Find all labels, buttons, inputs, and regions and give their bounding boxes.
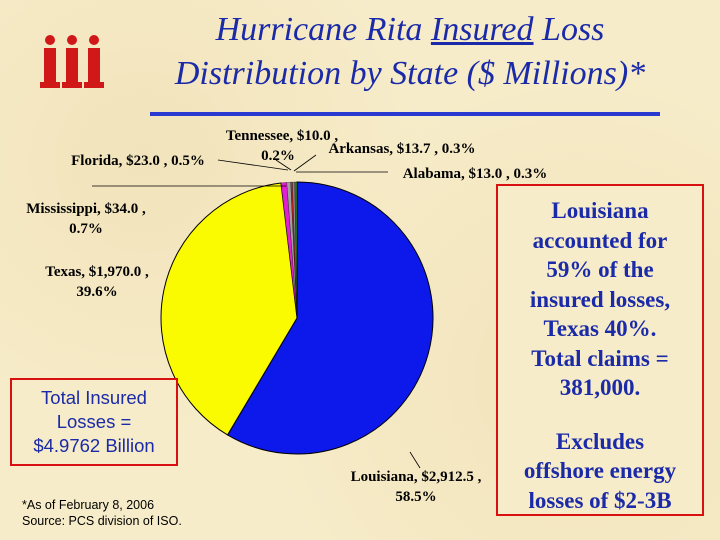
data-label-alabama: Alabama, $13.0 , 0.3% (403, 166, 548, 182)
data-label-mississippi: Mississippi, $34.0 , (26, 201, 146, 217)
pie-slice-louisiana (226, 181, 434, 455)
notes-line: Excludes (555, 428, 645, 454)
data-label-louisiana: Louisiana, $2,912.5 , (351, 469, 482, 485)
notes-line: losses of $2-3B (528, 487, 672, 513)
data-label-percent-mississippi: 0.7% (69, 221, 103, 237)
leader-line-louisiana (409, 451, 421, 469)
notes-line: Texas 40%. (543, 316, 657, 341)
total-line-2: Losses = (56, 411, 132, 432)
notes-line: insured losses, (529, 286, 671, 312)
notes-box: Louisiana accounted for 59% of the insur… (496, 184, 704, 516)
data-label-tennessee: Tennessee, $10.0 , (226, 128, 339, 144)
data-label-percent-louisiana: 58.5% (395, 489, 436, 505)
total-line-1: Total Insured (41, 387, 147, 408)
footnote-line-1: *As of February 8, 2006 (22, 498, 155, 512)
pie-slice-alabama (294, 181, 298, 319)
total-losses-box: Total Insured Losses = $4.9762 Billion (10, 378, 178, 466)
footnote: *As of February 8, 2006 Source: PCS divi… (22, 497, 182, 529)
total-line-3: $4.9762 Billion (33, 435, 155, 456)
leader-line-tennessee (275, 159, 292, 171)
pie-slice-texas (160, 182, 298, 436)
iii-logo-icon (40, 35, 104, 88)
data-label-percent-tennessee: 0.2% (261, 148, 295, 164)
data-label-percent-texas: 39.6% (76, 284, 117, 300)
data-label-arkansas: Arkansas, $13.7 , 0.3% (328, 141, 475, 157)
notes-line: Total claims = (531, 345, 669, 371)
title-line-2: Distribution by State ($ Millions)* (174, 55, 646, 92)
title-divider (150, 112, 660, 116)
footnote-line-2: Source: PCS division of ISO. (22, 514, 182, 528)
data-label-florida: Florida, $23.0 , 0.5% (71, 153, 205, 169)
leader-line-florida (217, 159, 289, 171)
data-label-texas: Texas, $1,970.0 , (45, 264, 149, 280)
notes-line: 59% of the (546, 257, 654, 282)
leader-line-arkansas (293, 154, 317, 172)
page-title: Hurricane Rita Insured Loss Distribution… (120, 8, 700, 96)
notes-line: accounted for (532, 227, 668, 253)
notes-line: offshore energy (523, 458, 677, 483)
notes-line: Louisiana (551, 198, 649, 223)
notes-line: 381,000. (559, 375, 641, 400)
title-line-1: Hurricane Rita Insured Loss (215, 11, 605, 48)
